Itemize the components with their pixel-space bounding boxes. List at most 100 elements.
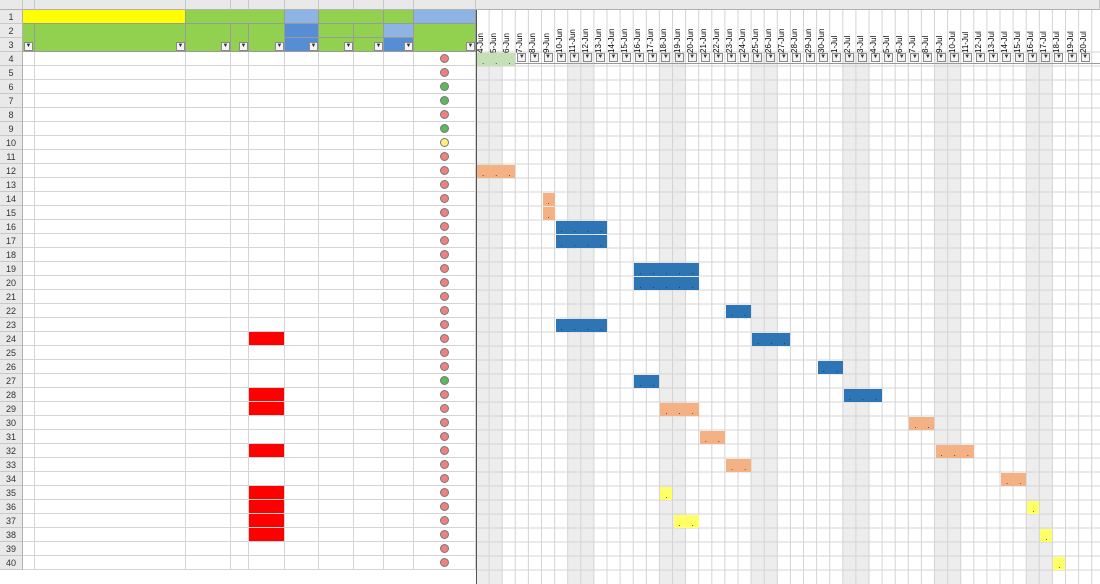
task-pct-a[interactable]: [354, 192, 384, 206]
task-pct-b[interactable]: [384, 248, 414, 262]
task-start[interactable]: [249, 108, 285, 122]
task-finish[interactable]: [285, 122, 319, 136]
filter-dropdown-pred[interactable]: ▼: [239, 42, 248, 51]
task-effort[interactable]: [319, 542, 354, 556]
task-pct-b[interactable]: [384, 304, 414, 318]
row-header-10[interactable]: 10: [0, 136, 23, 150]
task-pct-a[interactable]: [354, 374, 384, 388]
row-header-33[interactable]: 33: [0, 458, 23, 472]
timeline-filter-dropdown[interactable]: ▼: [923, 53, 933, 62]
row-header-1[interactable]: 1: [0, 10, 23, 24]
task-finish[interactable]: [285, 388, 319, 402]
row-header-11[interactable]: 11: [0, 150, 23, 164]
task-finish[interactable]: [285, 444, 319, 458]
gantt-bar[interactable]: .: [660, 487, 673, 500]
timeline-filter-dropdown[interactable]: ▼: [1054, 53, 1064, 62]
task-pct-b[interactable]: [384, 514, 414, 528]
task-finish[interactable]: [285, 556, 319, 570]
task-predecessor[interactable]: [231, 444, 249, 458]
task-name[interactable]: [35, 500, 186, 514]
column-header-h[interactable]: [354, 0, 384, 10]
task-pct-a[interactable]: [354, 234, 384, 248]
task-effort[interactable]: [319, 472, 354, 486]
task-predecessor[interactable]: [231, 304, 249, 318]
task-pct-b[interactable]: [384, 150, 414, 164]
task-pct-a[interactable]: [354, 542, 384, 556]
timeline-filter-dropdown[interactable]: ▼: [622, 53, 632, 62]
task-name[interactable]: [35, 206, 186, 220]
task-pct-a[interactable]: [354, 276, 384, 290]
task-effort[interactable]: [319, 528, 354, 542]
task-effort[interactable]: [319, 248, 354, 262]
timeline-filter-dropdown[interactable]: ▼: [595, 53, 605, 62]
task-pct-b[interactable]: [384, 52, 414, 66]
column-header-c[interactable]: [186, 0, 231, 10]
task-pct-b[interactable]: [384, 542, 414, 556]
task-predecessor[interactable]: [231, 52, 249, 66]
gantt-bar[interactable]: .: [1027, 501, 1040, 514]
timeline-filter-dropdown[interactable]: ▼: [700, 53, 710, 62]
task-name[interactable]: [35, 556, 186, 570]
task-predecessor[interactable]: [231, 374, 249, 388]
task-name[interactable]: [35, 290, 186, 304]
gantt-bar[interactable]: ....: [555, 221, 607, 234]
task-predecessor[interactable]: [231, 206, 249, 220]
task-predecessor[interactable]: [231, 164, 249, 178]
task-pct-b[interactable]: [384, 136, 414, 150]
task-resource[interactable]: [186, 150, 231, 164]
column-header-e[interactable]: [249, 0, 285, 10]
gantt-bar[interactable]: .: [542, 207, 555, 220]
gantt-bar[interactable]: .: [1053, 557, 1066, 570]
row-header-13[interactable]: 13: [0, 178, 23, 192]
gantt-bar[interactable]: ...: [752, 333, 791, 346]
filter-dropdown-status[interactable]: ▼: [466, 42, 475, 51]
task-resource[interactable]: [186, 402, 231, 416]
task-effort[interactable]: [319, 332, 354, 346]
task-predecessor[interactable]: [231, 66, 249, 80]
task-predecessor[interactable]: [231, 542, 249, 556]
task-effort[interactable]: [319, 290, 354, 304]
task-pct-b[interactable]: [384, 178, 414, 192]
timeline-filter-dropdown[interactable]: ▼: [844, 53, 854, 62]
task-start[interactable]: [249, 262, 285, 276]
task-effort[interactable]: [319, 388, 354, 402]
task-finish[interactable]: [285, 542, 319, 556]
task-start[interactable]: [249, 416, 285, 430]
row-header-26[interactable]: 26: [0, 360, 23, 374]
row-header-40[interactable]: 40: [0, 556, 23, 570]
timeline-filter-dropdown[interactable]: ▼: [569, 53, 579, 62]
gantt-bar[interactable]: ..: [699, 431, 725, 444]
task-name[interactable]: [35, 402, 186, 416]
row-header-17[interactable]: 17: [0, 234, 23, 248]
gantt-bar[interactable]: ..: [909, 417, 935, 430]
row-header-27[interactable]: 27: [0, 374, 23, 388]
timeline-filter-dropdown[interactable]: ▼: [897, 53, 907, 62]
task-start[interactable]: [249, 220, 285, 234]
task-pct-a[interactable]: [354, 430, 384, 444]
task-finish[interactable]: [285, 304, 319, 318]
task-pct-b[interactable]: [384, 234, 414, 248]
row-header-4[interactable]: 4: [0, 52, 23, 66]
filter-dropdown-effort[interactable]: ▼: [344, 42, 353, 51]
row-header-16[interactable]: 16: [0, 220, 23, 234]
task-pct-a[interactable]: [354, 486, 384, 500]
task-effort[interactable]: [319, 192, 354, 206]
timeline-filter-dropdown[interactable]: ▼: [779, 53, 789, 62]
gantt-bar[interactable]: ..: [725, 305, 752, 318]
task-pct-a[interactable]: [354, 164, 384, 178]
timeline-filter-dropdown[interactable]: ▼: [805, 53, 815, 62]
task-finish[interactable]: [285, 178, 319, 192]
gantt-bar[interactable]: ...: [843, 389, 883, 402]
task-pct-b[interactable]: [384, 556, 414, 570]
row-header-37[interactable]: 37: [0, 514, 23, 528]
task-pct-b[interactable]: [384, 472, 414, 486]
row-header-38[interactable]: 38: [0, 528, 23, 542]
task-pct-a[interactable]: [354, 458, 384, 472]
task-effort[interactable]: [319, 206, 354, 220]
task-name[interactable]: [35, 332, 186, 346]
task-pct-a[interactable]: [354, 122, 384, 136]
task-pct-b[interactable]: [384, 94, 414, 108]
task-finish[interactable]: [285, 262, 319, 276]
task-predecessor[interactable]: [231, 276, 249, 290]
task-pct-b[interactable]: [384, 220, 414, 234]
